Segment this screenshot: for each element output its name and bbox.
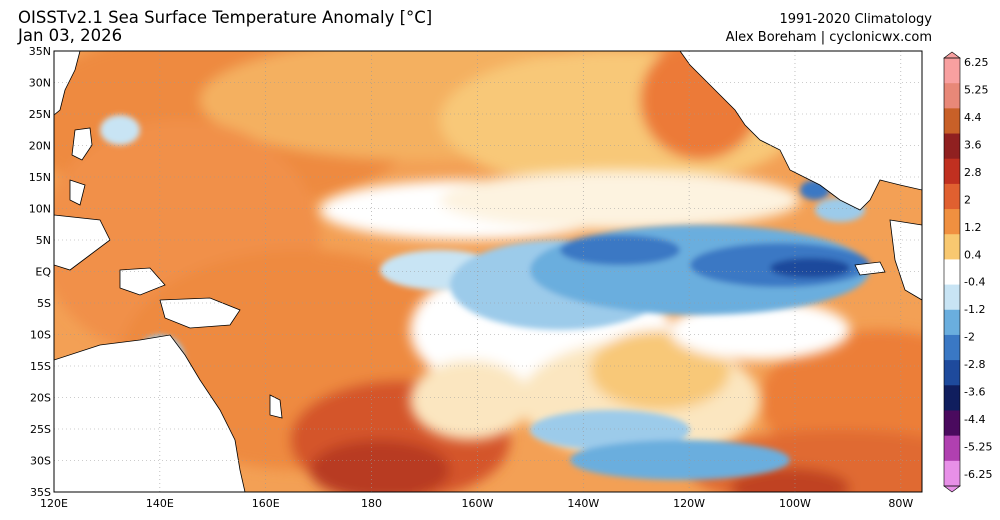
map-date: Jan 03, 2026: [18, 26, 123, 45]
lon-label: 140E: [146, 497, 174, 510]
lon-label: 160W: [461, 497, 493, 510]
colorbar-label: 2: [964, 193, 971, 206]
grid-lines: [54, 51, 922, 492]
colorbar-segment: [944, 158, 960, 185]
map-field: [54, 51, 922, 492]
lon-label: 140W: [567, 497, 599, 510]
colorbar-segment: [944, 133, 960, 160]
lon-label: 80W: [888, 497, 913, 510]
colorbar-label: -2: [964, 331, 975, 344]
map-title: OISSTv2.1 Sea Surface Temperature Anomal…: [18, 8, 433, 27]
colorbar-label: 3.6: [964, 138, 982, 151]
colorbar-label: -5.25: [964, 441, 992, 454]
lat-label: 15N: [29, 171, 51, 184]
lon-label: 120E: [40, 497, 68, 510]
colorbar-label: 4.4: [964, 111, 982, 124]
lon-labels: 120E 140E 160E 180 160W 140W 120W 100W 80W: [40, 497, 913, 510]
lon-label: 100W: [779, 497, 811, 510]
lat-label: 15S: [30, 360, 51, 373]
colorbar-label: 5.25: [964, 83, 989, 96]
colorbar-label: 2.8: [964, 166, 982, 179]
colorbar-label: -0.4: [964, 276, 985, 289]
colorbar-label: -4.4: [964, 413, 985, 426]
lat-label: 5N: [36, 234, 51, 247]
colorbar-label: -1.2: [964, 303, 985, 316]
author-credit: Alex Boreham | cyclonicwx.com: [725, 30, 932, 45]
colorbar-label: 6.25: [964, 56, 989, 69]
lat-label: 35S: [30, 486, 51, 499]
map-title-block: OISSTv2.1 Sea Surface Temperature Anomal…: [18, 9, 432, 45]
colorbar-segment: [944, 58, 960, 84]
colorbar-segment: [944, 309, 960, 336]
colorbar-label: 1.2: [964, 221, 982, 234]
colorbar-segment: [944, 209, 960, 235]
colorbar-segment: [944, 234, 960, 260]
lat-labels: 35N 30N 25N 20N 15N 10N 5N EQ 5S 10S 15S 20S 25S 30S 3…: [29, 45, 52, 499]
credit-block: 1991-2020 Climatology Alex Boreham | cyc…: [726, 11, 932, 47]
lat-label: EQ: [35, 266, 51, 279]
colorbar-segment: [944, 410, 960, 437]
colorbar-segment: [944, 108, 960, 135]
lon-label: 120W: [673, 497, 705, 510]
lat-label: 10N: [29, 203, 51, 216]
lat-label: 30S: [30, 455, 51, 468]
colorbar-segment: [944, 385, 960, 411]
lat-label: 25N: [29, 108, 51, 121]
colorbar-frame: [943, 57, 961, 487]
colorbar-label: -2.8: [964, 358, 985, 371]
lat-label: 20S: [30, 392, 51, 405]
map-frame: [53, 50, 923, 493]
colorbar-segment: [944, 259, 960, 286]
colorbar-label: -3.6: [964, 386, 985, 399]
lat-label: 25S: [30, 423, 51, 436]
lat-label: 30N: [29, 77, 51, 90]
colorbar-top-arrow: [943, 51, 961, 59]
colorbar-segment: [944, 360, 960, 386]
colorbar-label: -6.25: [964, 468, 992, 481]
colorbar-segment: [944, 183, 960, 210]
colorbar: 6.25 5.25 4.4 3.6 2.8 2 1.2 0.4 -0.4 -1.2 -2 -2.8 -3…: [943, 51, 992, 493]
colorbar-bottom-arrow: [943, 485, 961, 493]
colorbar-segment: [944, 83, 960, 109]
colorbar-segment: [944, 435, 960, 462]
lat-label: 5S: [37, 297, 51, 310]
colorbar-segment: [944, 284, 960, 311]
colorbar-label: 0.4: [964, 248, 982, 261]
lat-label: 35N: [29, 45, 51, 58]
lon-label: 180: [361, 497, 382, 510]
lon-label: 160E: [252, 497, 280, 510]
colorbar-segment: [944, 460, 960, 487]
lat-label: 20N: [29, 140, 51, 153]
climatology-label: 1991-2020 Climatology: [779, 12, 932, 27]
colorbar-segment: [944, 334, 960, 361]
lat-label: 10S: [30, 329, 51, 342]
